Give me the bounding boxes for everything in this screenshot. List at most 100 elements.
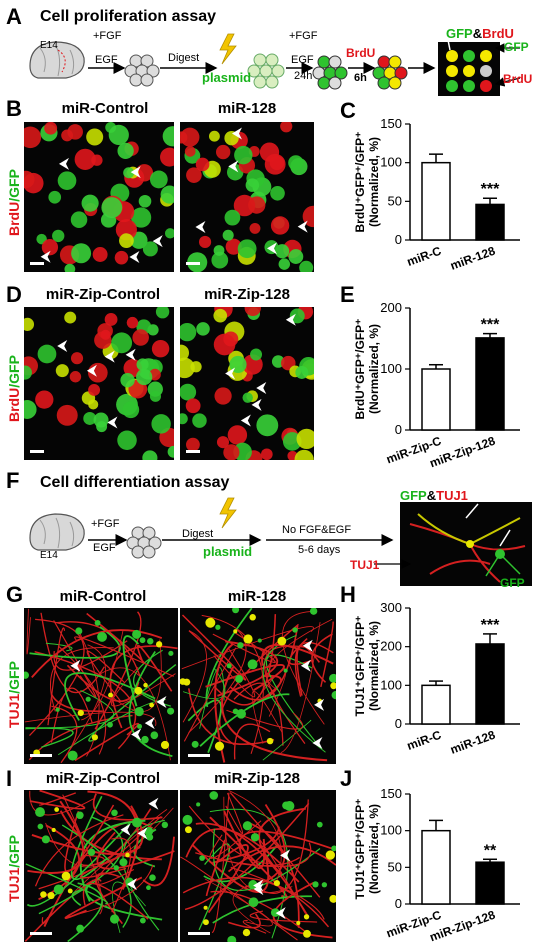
cell-soma — [94, 619, 101, 626]
cell-blob — [138, 194, 152, 208]
cell-blob — [288, 249, 304, 264]
neurite — [242, 919, 267, 934]
cell-soma — [215, 624, 221, 630]
cell-soma — [330, 682, 336, 690]
cell-blob — [149, 170, 168, 189]
arrow-label-tuj1: TUJ1 — [350, 558, 380, 572]
arrowhead-marker — [58, 157, 69, 170]
cell-blob — [100, 329, 111, 340]
panel-label-c: C — [340, 98, 356, 123]
y-tick-label: 100 — [380, 677, 402, 692]
neurite — [81, 630, 124, 721]
cell-blob — [249, 222, 261, 234]
arrow-label-brdu: BrdU — [503, 72, 533, 86]
arrowhead-marker — [126, 878, 137, 891]
cell-blob — [280, 122, 293, 133]
neurite — [94, 611, 142, 730]
panel-g-ylabel: TUJ1/GFP — [6, 661, 22, 728]
y-tick-label: 200 — [380, 639, 402, 654]
arrowhead-marker — [57, 340, 68, 353]
cell-blob — [237, 239, 257, 259]
cell-blob — [24, 399, 37, 419]
neurite — [39, 792, 77, 806]
panel-label-d: D — [6, 282, 22, 307]
neurite — [79, 846, 141, 879]
x-tick-label: miR-128 — [448, 728, 497, 757]
panel-label-b: B — [6, 96, 22, 121]
neurite — [311, 633, 333, 683]
cell-soma — [141, 735, 149, 744]
cell-blob — [215, 144, 231, 160]
cell-soma — [35, 807, 45, 818]
brain-icon — [29, 513, 85, 551]
cell-soma — [37, 823, 44, 830]
arrowhead-marker — [302, 639, 313, 652]
cell-blob — [101, 197, 123, 218]
cell-soma — [199, 855, 205, 861]
cell-blob — [227, 425, 248, 445]
cell-soma — [321, 882, 328, 888]
cell-blob — [167, 445, 174, 458]
cell-soma — [226, 663, 232, 669]
cell-soma — [168, 650, 174, 656]
arrowhead-marker — [195, 221, 206, 234]
cell-soma — [77, 709, 84, 717]
cell-blob — [213, 245, 225, 256]
cell-soma — [266, 737, 274, 745]
neurite — [233, 723, 271, 760]
cell-blob — [245, 178, 260, 192]
cell-soma — [184, 826, 192, 834]
cell-soma — [144, 826, 154, 836]
cell-soma — [331, 690, 336, 700]
cell-blob — [117, 430, 137, 450]
cell-soma — [232, 608, 240, 614]
cell-soma — [202, 919, 209, 926]
neurite — [96, 831, 175, 870]
neurite — [229, 792, 321, 898]
micrograph-d-right — [180, 307, 314, 460]
arrowhead-marker — [131, 728, 142, 741]
cell-blob — [198, 235, 212, 249]
legend-title: GFP&BrdU — [446, 26, 514, 41]
cell-soma — [160, 740, 170, 750]
y-tick-label: 150 — [380, 116, 402, 131]
arrowhead-marker — [228, 160, 239, 173]
cell-blob — [180, 383, 197, 401]
cell-blob — [180, 413, 188, 425]
panel-d-left-title: miR-Zip-Control — [45, 286, 161, 303]
micrograph-i-left — [24, 790, 178, 942]
cell-blob — [256, 414, 279, 437]
cell-soma — [149, 874, 156, 881]
cell-blob — [294, 449, 314, 460]
cell-blob — [225, 238, 242, 255]
neurite — [238, 830, 332, 855]
neurite — [221, 666, 328, 762]
panel-label-e: E — [340, 282, 355, 307]
cell-blob — [57, 171, 77, 190]
cell-soma — [236, 709, 246, 719]
significance-label: ** — [484, 842, 497, 859]
neurite — [228, 913, 261, 929]
cell-soma — [248, 880, 258, 890]
arrowhead-marker — [40, 250, 51, 263]
panel-label-h: H — [340, 582, 356, 607]
cell-soma — [316, 821, 323, 828]
cell-blob — [242, 392, 253, 403]
x-tick-label: miR-C — [405, 728, 443, 753]
neurite — [261, 644, 334, 666]
neurite — [225, 792, 244, 835]
cell-blob — [269, 155, 285, 171]
arrowhead-marker — [300, 659, 311, 672]
y-axis-label: TUJ1⁺GFP⁺/GFP⁺ — [353, 798, 367, 899]
cell-soma — [182, 814, 193, 825]
cell-soma — [203, 905, 208, 910]
neurite — [213, 649, 256, 698]
label-e14-f: E14 — [40, 550, 58, 561]
cell-blob — [104, 313, 118, 326]
neurite — [184, 802, 310, 911]
neurite — [24, 711, 157, 726]
y-tick-label: 100 — [380, 361, 402, 376]
cell-blob — [24, 126, 42, 149]
